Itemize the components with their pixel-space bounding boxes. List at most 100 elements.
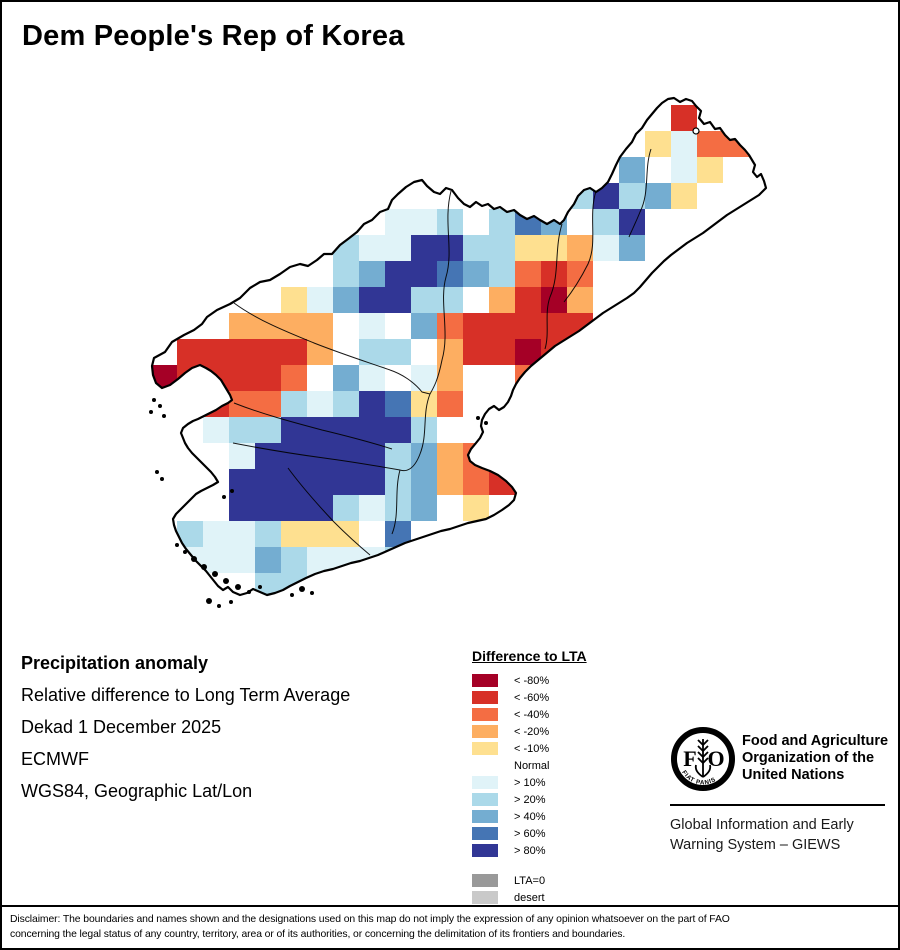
anomaly-cell <box>463 365 489 391</box>
map-metadata-line: WGS84, Geographic Lat/Lon <box>21 781 253 801</box>
anomaly-cell <box>281 287 307 313</box>
anomaly-cell <box>645 131 671 157</box>
anomaly-cell <box>567 183 593 209</box>
legend-swatch <box>472 874 498 887</box>
anomaly-cell <box>359 313 385 339</box>
anomaly-cell <box>671 183 697 209</box>
legend-item: < -10% <box>472 740 652 757</box>
country-outline <box>150 96 768 597</box>
anomaly-cell <box>385 313 411 339</box>
anomaly-cell <box>307 391 333 417</box>
legend-swatch <box>472 891 498 904</box>
anomaly-cell <box>359 261 385 287</box>
anomaly-cell <box>437 417 463 443</box>
anomaly-cell <box>229 443 255 469</box>
anomaly-cell <box>515 235 541 261</box>
anomaly-cell <box>437 209 463 235</box>
anomaly-cell <box>385 391 411 417</box>
anomaly-cell <box>515 495 541 521</box>
anomaly-cell <box>411 469 437 495</box>
anomaly-cell <box>255 417 281 443</box>
anomaly-cell <box>723 131 749 157</box>
anomaly-cell <box>411 313 437 339</box>
wheat-ear-icon <box>694 739 712 778</box>
anomaly-cell <box>541 339 567 365</box>
anomaly-cell <box>281 365 307 391</box>
anomaly-cell <box>437 313 463 339</box>
anomaly-cell <box>359 521 385 547</box>
anomaly-cell <box>385 209 411 235</box>
anomaly-cell <box>255 391 281 417</box>
anomaly-cell <box>411 261 437 287</box>
anomaly-cell <box>437 261 463 287</box>
anomaly-cell <box>437 443 463 469</box>
anomaly-cell <box>229 391 255 417</box>
anomaly-cell <box>281 521 307 547</box>
legend-item: Normal <box>472 757 652 774</box>
anomaly-cell <box>203 417 229 443</box>
legend-swatch <box>472 759 498 772</box>
anomaly-cell <box>437 339 463 365</box>
anomaly-cell <box>411 235 437 261</box>
islands <box>149 398 488 608</box>
anomaly-cell <box>515 313 541 339</box>
anomaly-cell <box>463 261 489 287</box>
anomaly-cell <box>333 261 359 287</box>
anomaly-cell <box>489 313 515 339</box>
anomaly-cell <box>229 547 255 573</box>
legend-label: < -10% <box>514 742 550 755</box>
anomaly-cell <box>307 313 333 339</box>
anomaly-cell <box>255 339 281 365</box>
anomaly-cell <box>177 339 203 365</box>
anomaly-cell <box>463 417 489 443</box>
anomaly-cell <box>541 313 567 339</box>
legend-item: LTA=0 <box>472 872 652 889</box>
anomaly-cell <box>567 261 593 287</box>
border-lake <box>692 127 700 135</box>
legend-item: < -80% <box>472 672 652 689</box>
anomaly-cell <box>619 183 645 209</box>
anomaly-cell <box>489 261 515 287</box>
map-metadata-block: Precipitation anomaly Relative differenc… <box>21 653 451 813</box>
anomaly-cell <box>359 469 385 495</box>
anomaly-cell <box>411 209 437 235</box>
legend-label: LTA=0 <box>514 874 546 887</box>
legend-title: Difference to LTA <box>472 648 587 664</box>
legend-swatch <box>472 691 498 704</box>
legend-swatch <box>472 844 498 857</box>
legend-item: > 20% <box>472 791 652 808</box>
anomaly-cell <box>307 339 333 365</box>
map-metadata-line: Relative difference to Long Term Average <box>21 685 351 705</box>
anomaly-cell <box>229 313 255 339</box>
legend-item: < -60% <box>472 689 652 706</box>
anomaly-cell <box>385 417 411 443</box>
anomaly-cell <box>255 313 281 339</box>
legend-label: > 80% <box>514 844 546 857</box>
anomaly-cell <box>411 365 437 391</box>
legend-label: Normal <box>514 759 550 772</box>
anomaly-cell <box>203 339 229 365</box>
anomaly-cell <box>281 573 307 595</box>
legend-label: > 20% <box>514 793 546 806</box>
legend: Difference to LTA < -80% < -60% < -40% < -2… <box>472 648 652 906</box>
anomaly-cell <box>489 365 515 391</box>
map-subject-heading: Precipitation anomaly <box>21 653 209 673</box>
anomaly-cell <box>697 131 723 157</box>
anomaly-cell <box>437 235 463 261</box>
legend-swatch <box>472 708 498 721</box>
map-metadata-line: Dekad 1 December 2025 <box>21 717 222 737</box>
anomaly-cell <box>671 157 697 183</box>
anomaly-cell <box>697 157 723 183</box>
anomaly-cell <box>281 391 307 417</box>
anomaly-cell <box>333 573 359 595</box>
anomaly-cell <box>671 105 697 131</box>
legend-item: > 60% <box>472 825 652 842</box>
anomaly-cell <box>255 287 281 313</box>
anomaly-cell <box>463 287 489 313</box>
anomaly-cell <box>385 261 411 287</box>
anomaly-cell <box>333 391 359 417</box>
anomaly-cell <box>177 547 203 573</box>
anomaly-cell <box>307 287 333 313</box>
